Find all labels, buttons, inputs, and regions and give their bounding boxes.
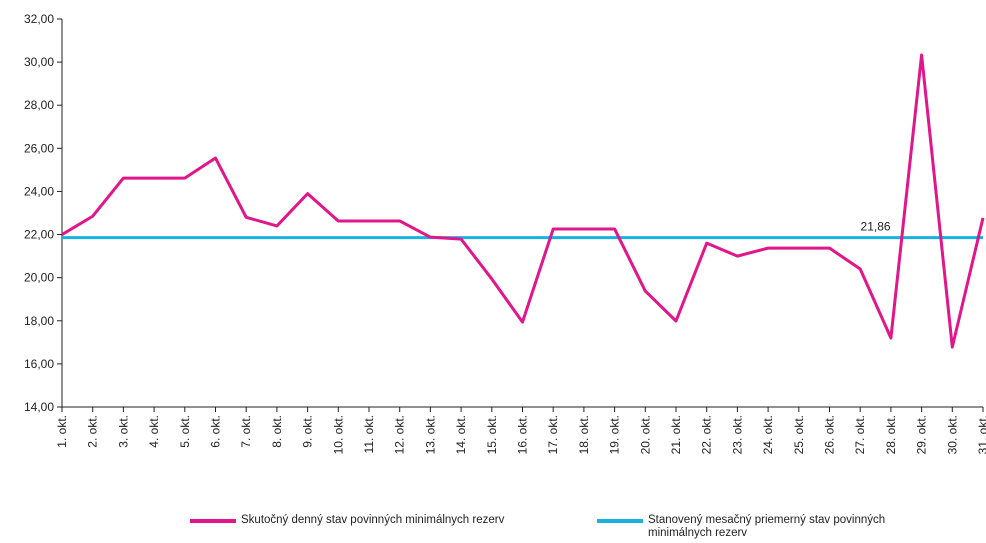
x-tick-label: 25. okt. [792, 415, 806, 454]
x-tick-label: 9. okt. [301, 415, 315, 448]
x-tick-label: 1. okt. [55, 415, 69, 448]
y-tick-label: 30,00 [24, 55, 54, 69]
x-tick-label: 8. okt. [270, 415, 284, 448]
series-line [61, 53, 985, 349]
y-tick-label: 18,00 [24, 314, 54, 328]
x-tick-label: 14. okt. [454, 415, 468, 454]
x-tick-label: 2. okt. [86, 415, 100, 448]
legend-item: Stanovený mesačný priemerný stav povinný… [597, 514, 897, 540]
annotation: 21,86 [861, 220, 891, 234]
x-tick-label: 19. okt. [608, 415, 622, 454]
legend-swatch [597, 519, 643, 523]
x-tick-label: 4. okt. [147, 415, 161, 448]
y-tick-label: 16,00 [24, 357, 54, 371]
x-tick-label: 21. okt. [669, 415, 683, 454]
x-tick-label: 13. okt. [423, 415, 437, 454]
x-tick-label: 5. okt. [178, 415, 192, 448]
x-tick-label: 16. okt. [516, 415, 530, 454]
legend-label: Stanovený mesačný priemerný stav povinný… [648, 514, 886, 539]
x-tick-label: 7. okt. [239, 415, 253, 448]
x-tick-label: 23. okt. [730, 415, 744, 454]
x-tick-label: 22. okt. [700, 415, 714, 454]
x-tick-label: 3. okt. [116, 415, 130, 448]
y-tick-label: 22,00 [24, 228, 54, 242]
legend-swatch [190, 519, 236, 523]
legend-item: Skutočný denný stav povinných minimálnyc… [190, 514, 504, 527]
x-tick-label: 11. okt. [362, 415, 376, 453]
y-tick-label: 20,00 [24, 271, 54, 285]
x-tick-label: 29. okt. [915, 415, 929, 454]
x-tick-label: 24. okt. [761, 415, 775, 454]
x-tick-label: 18. okt. [577, 415, 591, 454]
x-tick-label: 31. okt. [976, 415, 986, 454]
x-tick-label: 15. okt. [485, 415, 499, 454]
x-tick-label: 12. okt. [393, 415, 407, 454]
y-tick-label: 32,00 [24, 12, 54, 26]
y-tick-label: 24,00 [24, 184, 54, 198]
x-tick-label: 10. okt. [331, 415, 345, 454]
x-tick-label: 17. okt. [546, 415, 560, 454]
x-tick-label: 20. okt. [638, 415, 652, 454]
x-tick-label: 6. okt. [209, 415, 223, 448]
x-tick-label: 30. okt. [945, 415, 959, 454]
chart: 14,00 16,00 18,00 20,00 22,00 24,00 26,00 28,00… [24, 12, 986, 454]
y-tick-label: 14,00 [24, 400, 54, 414]
x-tick-label: 26. okt. [823, 415, 837, 454]
y-tick-label: 26,00 [24, 141, 54, 155]
x-tick-label: 28. okt. [884, 415, 898, 454]
legend-label: Skutočný denný stav povinných minimálnyc… [241, 514, 505, 526]
x-tick-label: 27. okt. [853, 415, 867, 454]
y-tick-label: 28,00 [24, 98, 54, 112]
